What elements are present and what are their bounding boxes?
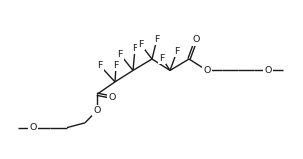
- Text: O: O: [93, 106, 101, 115]
- Text: F: F: [154, 35, 160, 44]
- Text: F: F: [138, 40, 144, 49]
- Text: O: O: [108, 93, 116, 102]
- Text: F: F: [132, 44, 138, 53]
- Text: O: O: [29, 123, 37, 132]
- Text: F: F: [174, 47, 180, 56]
- Text: O: O: [203, 66, 211, 75]
- Text: F: F: [113, 61, 119, 70]
- Text: F: F: [159, 54, 165, 62]
- Text: F: F: [117, 50, 123, 59]
- Text: O: O: [192, 35, 200, 45]
- Text: O: O: [264, 66, 272, 75]
- Text: F: F: [97, 61, 103, 70]
